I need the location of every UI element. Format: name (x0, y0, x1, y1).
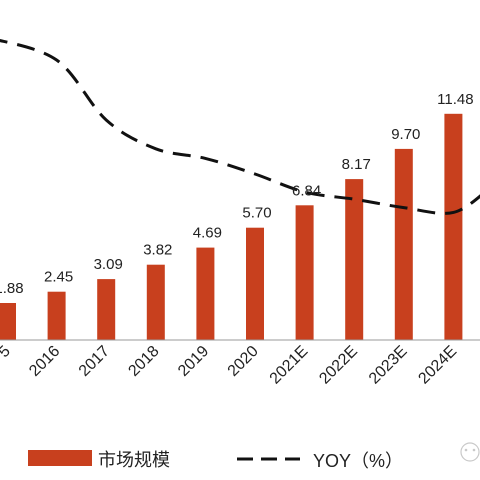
bar-2016 (47, 291, 66, 340)
tick-label-2017: 2017 (76, 343, 113, 380)
bar-2021E (295, 205, 314, 340)
value-label-2021E: 6.84 (292, 182, 321, 199)
tick-label-2015: 5 (0, 343, 14, 361)
legend-line-label: YOY（%） (313, 451, 403, 471)
bar-2015 (0, 303, 16, 340)
legend-bar-label: 市场规模 (98, 450, 170, 470)
value-label-2015: 1.88 (0, 280, 24, 297)
tick-label-2020: 2020 (225, 343, 262, 380)
bar-2019 (196, 247, 215, 340)
bar-2017 (97, 279, 116, 340)
yoy-line (0, 38, 480, 215)
tick-label-2018: 2018 (125, 343, 162, 380)
yoy-line-series (0, 38, 480, 215)
tick-label-2021E: 2021E (267, 343, 312, 388)
bar-series (0, 113, 463, 340)
bar-2020 (246, 227, 264, 340)
tick-label-2016: 2016 (26, 343, 63, 380)
tick-label-2024E: 2024E (415, 343, 460, 388)
x-tick-labels: 5 2016 2017 2018 2019 2020 2021E 2022E 2023E 2024… (0, 343, 460, 388)
tick-label-2022E: 2022E (316, 343, 361, 388)
tick-label-2019: 2019 (175, 343, 212, 380)
value-labels: 1.88 2.45 3.09 3.82 4.69 5.70 6.84 8.17 9.70 11.4… (0, 91, 474, 297)
tick-label-2023E: 2023E (366, 343, 411, 388)
bar-2024E (444, 113, 463, 340)
watermark-logo (460, 442, 480, 462)
value-label-2023E: 9.70 (391, 126, 420, 143)
value-label-2018: 3.82 (143, 242, 172, 259)
value-label-2020: 5.70 (242, 205, 271, 222)
value-label-2016: 2.45 (44, 269, 73, 286)
value-label-2024E: 11.48 (437, 91, 473, 108)
value-label-2019: 4.69 (193, 225, 222, 242)
bar-2023E (394, 148, 413, 340)
bar-2018 (146, 264, 165, 340)
value-label-2022E: 8.17 (342, 156, 371, 173)
value-label-2017: 3.09 (94, 256, 123, 273)
bar-2022E (345, 179, 364, 340)
legend-bar-swatch (28, 450, 92, 466)
legend: 市场规模 YOY（%） (28, 450, 403, 471)
